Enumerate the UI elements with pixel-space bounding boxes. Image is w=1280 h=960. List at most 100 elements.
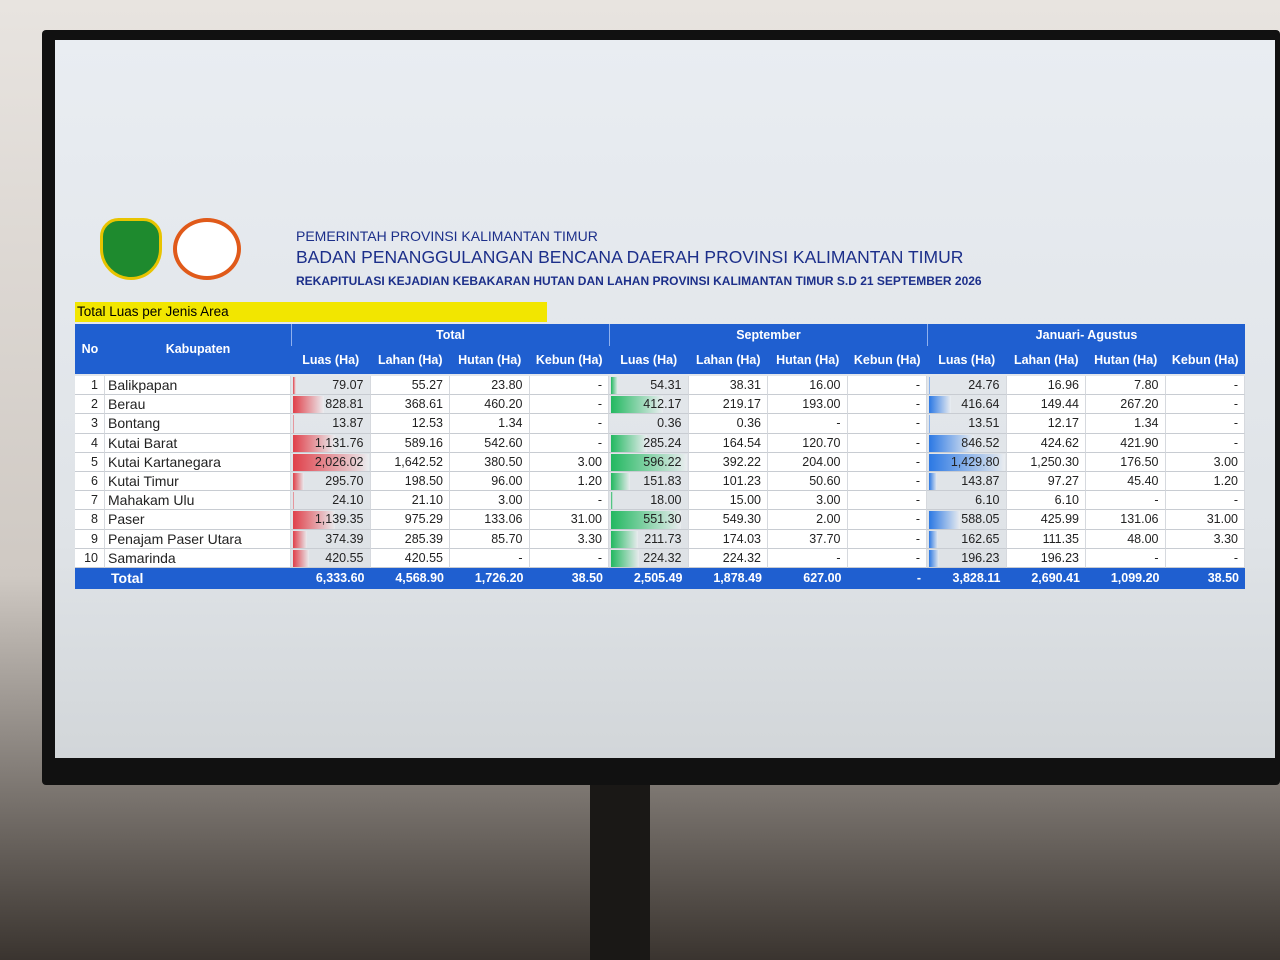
cell: 7 [75, 491, 105, 511]
cell: - [1165, 548, 1245, 568]
cell: 48.00 [1086, 529, 1166, 549]
data-bar [611, 453, 687, 471]
cell: Bontang [105, 414, 291, 434]
cell: 174.03 [688, 529, 768, 549]
cell: 24.76 [927, 376, 1007, 396]
cell: 1,642.52 [370, 452, 450, 472]
logo-kaltim [100, 218, 162, 280]
cell: 846.52 [927, 433, 1007, 453]
cell: 7.80 [1086, 376, 1166, 396]
cell: 412.17 [609, 395, 689, 415]
cell: 97.27 [1006, 472, 1086, 492]
cell: 131.06 [1086, 510, 1166, 530]
sub-header: Luas (Ha) [609, 346, 689, 374]
cell: Balikpapan [105, 376, 291, 396]
header-cell: Kabupaten [105, 324, 291, 374]
data-bar [929, 415, 930, 433]
sub-header: Lahan (Ha) [688, 346, 768, 374]
cell: 1,131.76 [291, 433, 371, 453]
total-cell: 627.00 [768, 568, 848, 589]
cell: 6.10 [1006, 491, 1086, 511]
cell: 1,429.80 [927, 452, 1007, 472]
sub-header: Kebun (Ha) [529, 346, 609, 374]
cell: 10 [75, 548, 105, 568]
total-cell: 2,690.41 [1006, 568, 1086, 589]
data-bar [611, 549, 640, 567]
data-bar [611, 492, 614, 510]
data-bar [293, 415, 294, 433]
data-bar [929, 511, 961, 529]
cell: - [768, 414, 848, 434]
cell: Kutai Kartanegara [105, 452, 291, 472]
cell: 2.00 [768, 510, 848, 530]
title-line1: PEMERINTAH PROVINSI KALIMANTAN TIMUR [296, 228, 598, 244]
cell: 8 [75, 510, 105, 530]
sub-header: Lahan (Ha) [370, 346, 450, 374]
total-cell: - [847, 568, 927, 589]
cell: 549.30 [688, 510, 768, 530]
table: No Kabupaten Total Luas (Ha) Lahan (Ha) Hutan… [75, 324, 1245, 594]
cell: 13.51 [927, 414, 1007, 434]
cell: 380.50 [450, 452, 530, 472]
cell: 420.55 [370, 548, 450, 568]
screen: PEMERINTAH PROVINSI KALIMANTAN TIMUR BAD… [55, 40, 1275, 758]
cell: 196.23 [1006, 548, 1086, 568]
cell: - [1165, 376, 1245, 396]
cell: 421.90 [1086, 433, 1166, 453]
cell: 6.10 [927, 491, 1007, 511]
cell: Paser [105, 510, 291, 530]
total-cell: Total [75, 568, 291, 589]
cell: 1 [75, 376, 105, 396]
cell: 1.20 [1165, 472, 1245, 492]
total-cell: 38.50 [529, 568, 609, 589]
cell: 219.17 [688, 395, 768, 415]
cell: Penajam Paser Utara [105, 529, 291, 549]
data-bar [929, 473, 937, 491]
cell: 149.44 [1006, 395, 1086, 415]
sub-header: Luas (Ha) [927, 346, 1007, 374]
cell: 38.31 [688, 376, 768, 396]
cell: 50.60 [768, 472, 848, 492]
cell: Samarinda [105, 548, 291, 568]
cell: 6 [75, 472, 105, 492]
data-bar [293, 453, 369, 471]
cell: 23.80 [450, 376, 530, 396]
cell: - [847, 548, 927, 568]
cell: 285.39 [370, 529, 450, 549]
cell: 2,026.02 [291, 452, 371, 472]
data-bar [611, 530, 638, 548]
cell: - [768, 548, 848, 568]
cell: 54.31 [609, 376, 689, 396]
data-bar [293, 473, 305, 491]
cell: 1,250.30 [1006, 452, 1086, 472]
cell: - [1165, 414, 1245, 434]
cell: 176.50 [1086, 452, 1166, 472]
cell: - [529, 548, 609, 568]
total-cell: 4,568.90 [370, 568, 450, 589]
cell: 198.50 [370, 472, 450, 492]
cell: 21.10 [370, 491, 450, 511]
cell: - [1086, 491, 1166, 511]
total-cell: 2,505.49 [609, 568, 689, 589]
cell: 588.05 [927, 510, 1007, 530]
data-bar [611, 511, 681, 529]
data-bar [611, 377, 618, 395]
cell: - [847, 472, 927, 492]
total-cell: 3,828.11 [927, 568, 1007, 589]
cell: 9 [75, 529, 105, 549]
cell: 3.00 [450, 491, 530, 511]
cell: 460.20 [450, 395, 530, 415]
title-line3: REKAPITULASI KEJADIAN KEBAKARAN HUTAN DA… [296, 274, 982, 288]
cell: 15.00 [688, 491, 768, 511]
subtitle: Total Luas per Jenis Area [75, 302, 547, 322]
cell: 1,139.35 [291, 510, 371, 530]
data-bar [929, 434, 974, 452]
cell: 2 [75, 395, 105, 415]
cell: 196.23 [927, 548, 1007, 568]
group-header: Total [291, 324, 609, 346]
data-bar [293, 434, 336, 452]
cell: 285.24 [609, 433, 689, 453]
sub-header: Kebun (Ha) [1165, 346, 1245, 374]
cell: - [847, 414, 927, 434]
